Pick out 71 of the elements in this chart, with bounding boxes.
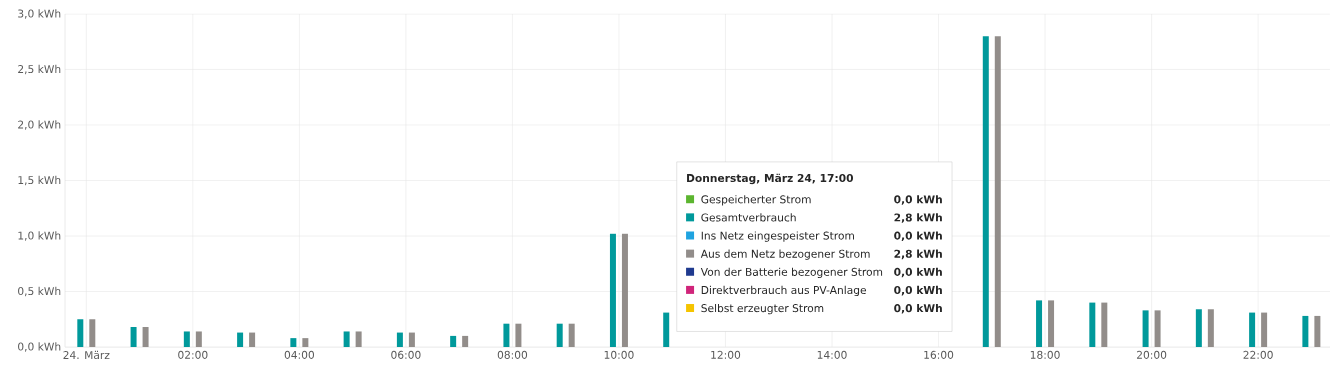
bar [1154,310,1161,347]
bar [1048,300,1055,347]
bar [1089,302,1096,347]
x-tick-label: 20:00 [1136,350,1167,359]
bar [1195,309,1202,347]
x-tick-label: 02:00 [178,350,208,359]
bar [1142,310,1149,347]
bar [1261,312,1268,347]
bar [1036,300,1043,347]
x-tick-label: 04:00 [284,350,315,359]
annotation: Donnerstag, März 24, 17:00 [687,173,854,185]
bar [663,312,670,347]
bar [355,331,362,347]
bar [290,338,297,347]
x-tick-label: 24. März [63,350,110,360]
bar [503,323,510,347]
bar [142,327,149,347]
y-tick-label: 0,5 kWh [18,286,61,297]
bar [515,323,522,347]
bar [556,323,563,347]
bar [130,327,137,347]
bar [568,323,575,347]
bar [450,335,457,347]
bar [1101,302,1108,347]
bar [1302,315,1309,347]
bar [89,319,96,347]
x-tick-label: 18:00 [1030,350,1060,359]
bar [994,36,1001,347]
y-tick-label: 3,0 kWh [18,9,61,19]
x-tick-label: 16:00 [924,350,954,359]
legend-label: Direktverbrauch aus PV-Anlage [701,285,867,297]
legend-label: Gesamtverbrauch [701,213,796,222]
bar [77,319,84,347]
legend-label: Aus dem Netz bezogener Strom [700,249,870,260]
annotation: 2,8 kWh [894,213,942,223]
x-tick-label: 14:00 [817,350,847,359]
annotation: 0,0 kWh [894,285,942,296]
y-tick-label: 1,0 kWh [18,231,61,241]
bar [1249,312,1256,347]
y-tick-label: 2,0 kWh [18,120,61,130]
bar [609,233,616,347]
bar [195,331,202,347]
y-tick-label: 0,0 kWh [18,342,61,352]
bar [1314,315,1321,347]
x-tick-label: 12:00 [711,350,741,359]
x-tick-label: 10:00 [604,350,634,359]
x-tick-label: 22:00 [1243,350,1273,359]
annotation: 2,8 kWh [894,249,942,260]
annotation: 0,0 kWh [894,231,942,241]
bar [237,332,244,347]
annotation: 0,0 kWh [894,303,942,314]
bar [982,36,989,347]
annotation: 0,0 kWh [894,267,942,278]
bar [343,331,350,347]
x-tick-label: 08:00 [497,350,528,359]
bar [462,335,469,347]
bar [302,338,309,347]
bar [408,332,415,347]
legend-label: Von der Batterie bezogener Strom [700,267,883,278]
y-tick-label: 1,5 kWh [18,175,61,186]
bar [621,233,628,347]
legend-label: Gespeicherter Strom [701,195,811,206]
x-tick-label: 06:00 [391,350,421,359]
legend-label: Selbst erzeugter Strom [701,303,824,315]
bar [183,331,190,347]
legend-label: Ins Netz eingespeister Strom [701,231,854,242]
annotation: 0,0 kWh [894,195,942,205]
bar [1207,309,1214,347]
y-tick-label: 2,5 kWh [18,64,61,75]
bar [396,332,403,347]
bar [249,332,256,347]
